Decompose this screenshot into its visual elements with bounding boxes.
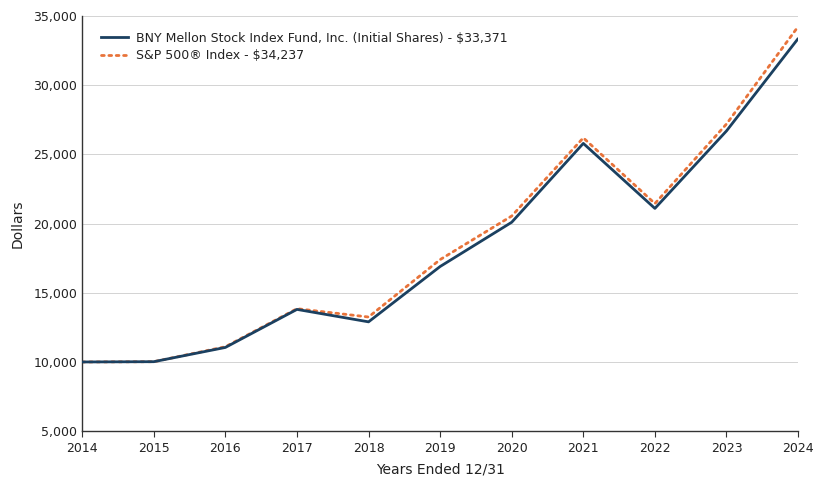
Legend: BNY Mellon Stock Index Fund, Inc. (Initial Shares) - $33,371, S&P 500® Index - $: BNY Mellon Stock Index Fund, Inc. (Initi…	[96, 26, 512, 67]
X-axis label: Years Ended 12/31: Years Ended 12/31	[375, 463, 505, 477]
Y-axis label: Dollars: Dollars	[11, 200, 25, 248]
